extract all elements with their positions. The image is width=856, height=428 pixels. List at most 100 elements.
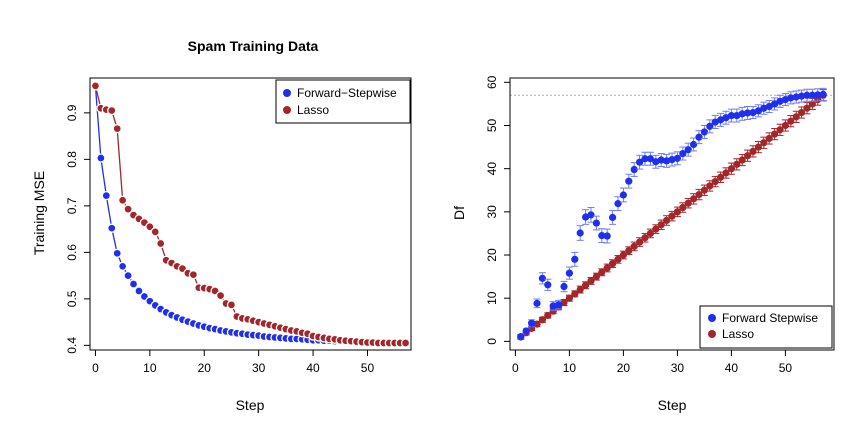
right-data-point: [603, 264, 611, 272]
right-data-point: [722, 169, 730, 177]
right-data-point: [544, 281, 552, 289]
right-data-point: [684, 199, 692, 207]
right-data-point: [749, 108, 757, 117]
left-series-lasso: [90, 81, 411, 348]
left-data-point: [90, 81, 101, 91]
right-data-point: [744, 152, 752, 160]
right-data-point: [576, 229, 584, 237]
right-data-point: [776, 97, 784, 105]
right-data-point: [668, 156, 676, 164]
right-data-point: [582, 281, 590, 289]
right-data-point: [781, 95, 790, 104]
right-data-point: [657, 221, 665, 229]
right-data-point: [760, 139, 768, 147]
right-data-point: [738, 156, 746, 164]
right-data-point: [571, 290, 579, 298]
right-data-point: [690, 140, 698, 149]
right-chart-panel: 0 10 20 30 40 50 0 10 20 30 40 50 60 Step Df Forwar…: [451, 75, 835, 413]
right-data-point: [798, 92, 806, 100]
left-x-tick-label: 10: [143, 361, 157, 375]
right-legend-forward-marker: [708, 314, 716, 322]
left-x-tick-label: 40: [306, 361, 320, 375]
left-legend-lasso-marker: [283, 106, 291, 114]
right-data-point: [538, 274, 547, 282]
right-data-point: [641, 155, 649, 163]
right-data-point: [700, 186, 709, 194]
left-y-tick-label: 0.5: [65, 290, 79, 307]
right-data-point: [652, 158, 660, 166]
right-y-tick-label: 10: [485, 291, 499, 305]
right-data-point: [609, 260, 617, 268]
right-data-point: [673, 154, 682, 162]
left-y-tick-label: 0.4: [65, 337, 79, 354]
right-data-point: [576, 285, 584, 294]
left-data-point: [96, 153, 106, 163]
right-data-point: [538, 316, 547, 324]
right-x-tick-label: 0: [512, 361, 519, 375]
right-x-tick-label: 30: [671, 361, 685, 375]
right-data-point: [544, 311, 552, 320]
left-series-line: [94, 85, 406, 344]
right-data-point: [717, 116, 725, 124]
right-data-point: [668, 212, 676, 220]
right-y-tick-label: 50: [485, 118, 499, 132]
left-legend-forward-marker: [283, 89, 291, 97]
right-x-tick-label: 20: [617, 361, 631, 375]
left-x-axis-label: Step: [236, 397, 265, 413]
right-data-point: [587, 211, 595, 219]
left-chart-title: Spam Training Data: [188, 38, 319, 54]
right-data-point: [711, 118, 719, 126]
left-data-point: [117, 261, 128, 271]
right-data-point: [533, 320, 541, 328]
right-data-point: [690, 195, 698, 203]
right-data-point: [787, 117, 795, 125]
right-data-point: [625, 177, 633, 185]
left-y-axis: 0.4 0.5 0.6 0.7 0.8 0.9: [65, 104, 91, 354]
right-data-point: [787, 94, 795, 102]
right-data-point: [625, 247, 633, 255]
right-data-point: [695, 133, 703, 141]
right-data-point: [619, 251, 628, 259]
right-data-point: [706, 182, 714, 190]
right-data-point: [771, 130, 779, 138]
right-data-point: [819, 90, 827, 99]
left-legend-forward-label: Forward−Stepwise: [297, 86, 397, 100]
right-series-lasso: [517, 89, 827, 341]
right-data-point: [609, 213, 617, 222]
right-x-axis: 0 10 20 30 40 50: [512, 349, 793, 375]
right-legend-box: [699, 305, 833, 349]
left-data-point: [112, 248, 122, 258]
left-x-tick-label: 0: [92, 361, 99, 375]
right-y-tick-label: 20: [485, 248, 499, 262]
right-data-point: [592, 219, 601, 227]
right-y-axis: 0 10 20 30 40 50 60: [485, 75, 511, 345]
right-data-point: [587, 277, 595, 285]
right-data-point: [582, 213, 590, 221]
right-data-point: [679, 149, 687, 158]
right-data-point: [517, 333, 525, 341]
right-data-point: [533, 299, 541, 307]
right-data-point: [663, 216, 671, 225]
right-legend-lasso-label: Lasso: [722, 327, 754, 341]
right-data-point: [744, 109, 752, 117]
left-data-point: [226, 300, 237, 310]
right-data-point: [700, 128, 709, 136]
left-data-point: [101, 190, 111, 201]
left-y-tick-label: 0.7: [65, 197, 79, 214]
right-data-point: [549, 302, 557, 310]
left-data-point: [156, 238, 166, 249]
right-data-point: [598, 231, 606, 240]
right-data-point: [776, 126, 784, 134]
right-x-tick-label: 40: [725, 361, 739, 375]
right-y-tick-label: 60: [485, 75, 499, 89]
right-data-point: [652, 225, 660, 233]
left-data-point: [128, 279, 139, 289]
left-data-point: [150, 227, 160, 237]
left-legend: Forward−Stepwise Lasso: [275, 79, 411, 124]
left-x-tick-label: 20: [198, 361, 212, 375]
right-data-point: [706, 122, 714, 130]
right-data-point: [765, 102, 773, 111]
right-x-tick-label: 50: [779, 361, 793, 375]
right-y-tick-label: 30: [485, 205, 499, 219]
